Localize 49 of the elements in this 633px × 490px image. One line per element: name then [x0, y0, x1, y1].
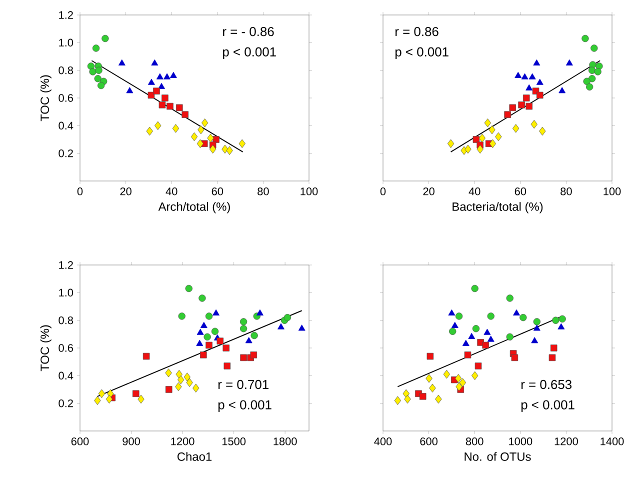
annotation: r = 0.701 — [218, 380, 268, 390]
y-tick-label: 0.2 — [58, 399, 73, 408]
y-tick-label: 0.4 — [58, 372, 74, 380]
y-tick-label: 0.4 — [58, 122, 74, 130]
y-tick-label: 1.2 — [59, 11, 73, 19]
x-tick-label: 0 — [380, 188, 386, 196]
x-tick-label: 100 — [300, 188, 318, 196]
x-axis-title: Bacteria/total (%) — [452, 202, 543, 214]
x-tick-label: 0 — [77, 188, 83, 196]
annotation: r = 0.86 — [396, 27, 438, 36]
y-tick-label: 0.8 — [58, 66, 74, 74]
y-tick-label: 1.0 — [59, 38, 74, 47]
x-tick-label: 20 — [120, 188, 132, 196]
x-tick-label: 40 — [468, 188, 480, 196]
x-tick-label: 20 — [423, 188, 434, 196]
y-tick-label: 0.2 — [58, 149, 73, 158]
x-axis-title: Chao1 — [178, 452, 212, 461]
x-tick-label: 80 — [258, 188, 269, 196]
y-tick-label: 0.8 — [58, 316, 74, 324]
x-tick-label: 1200 — [171, 438, 194, 446]
x-tick-label: 1500 — [222, 438, 246, 446]
annotation: p < 0.001 — [521, 400, 574, 412]
x-tick-label: 100 — [604, 188, 621, 196]
x-tick-label: 1800 — [274, 438, 297, 446]
x-tick-label: 400 — [374, 438, 392, 446]
x-tick-label: 60 — [212, 188, 224, 196]
x-tick-label: 600 — [71, 438, 89, 446]
x-axis-title: No. of OTUs — [464, 452, 531, 461]
x-axis-title: Arch/total (%) — [158, 202, 230, 214]
annotation: p < 0.001 — [395, 47, 448, 60]
x-tick-label: 1400 — [600, 438, 624, 446]
x-tick-label: 80 — [560, 188, 572, 196]
x-tick-label: 1200 — [554, 438, 578, 446]
x-tick-label: 600 — [420, 438, 438, 446]
annotation: p < 0.001 — [223, 47, 276, 60]
y-tick-label: 0.6 — [58, 94, 74, 102]
y-axis-title: TOC (%) — [40, 75, 52, 122]
y-tick-label: 1.0 — [59, 288, 74, 297]
y-axis-title: TOC (%) — [40, 325, 52, 372]
x-tick-label: 1000 — [509, 438, 532, 446]
x-tick-label: 60 — [514, 188, 526, 196]
y-tick-label: 1.2 — [59, 261, 73, 269]
x-tick-label: 900 — [122, 438, 140, 446]
x-tick-label: 40 — [166, 188, 178, 196]
x-tick-label: 800 — [466, 438, 484, 446]
annotation: p < 0.001 — [218, 400, 272, 412]
y-tick-label: 0.6 — [58, 344, 74, 352]
annotation: r = - 0.86 — [223, 27, 274, 36]
annotation: r = 0.653 — [521, 380, 572, 390]
